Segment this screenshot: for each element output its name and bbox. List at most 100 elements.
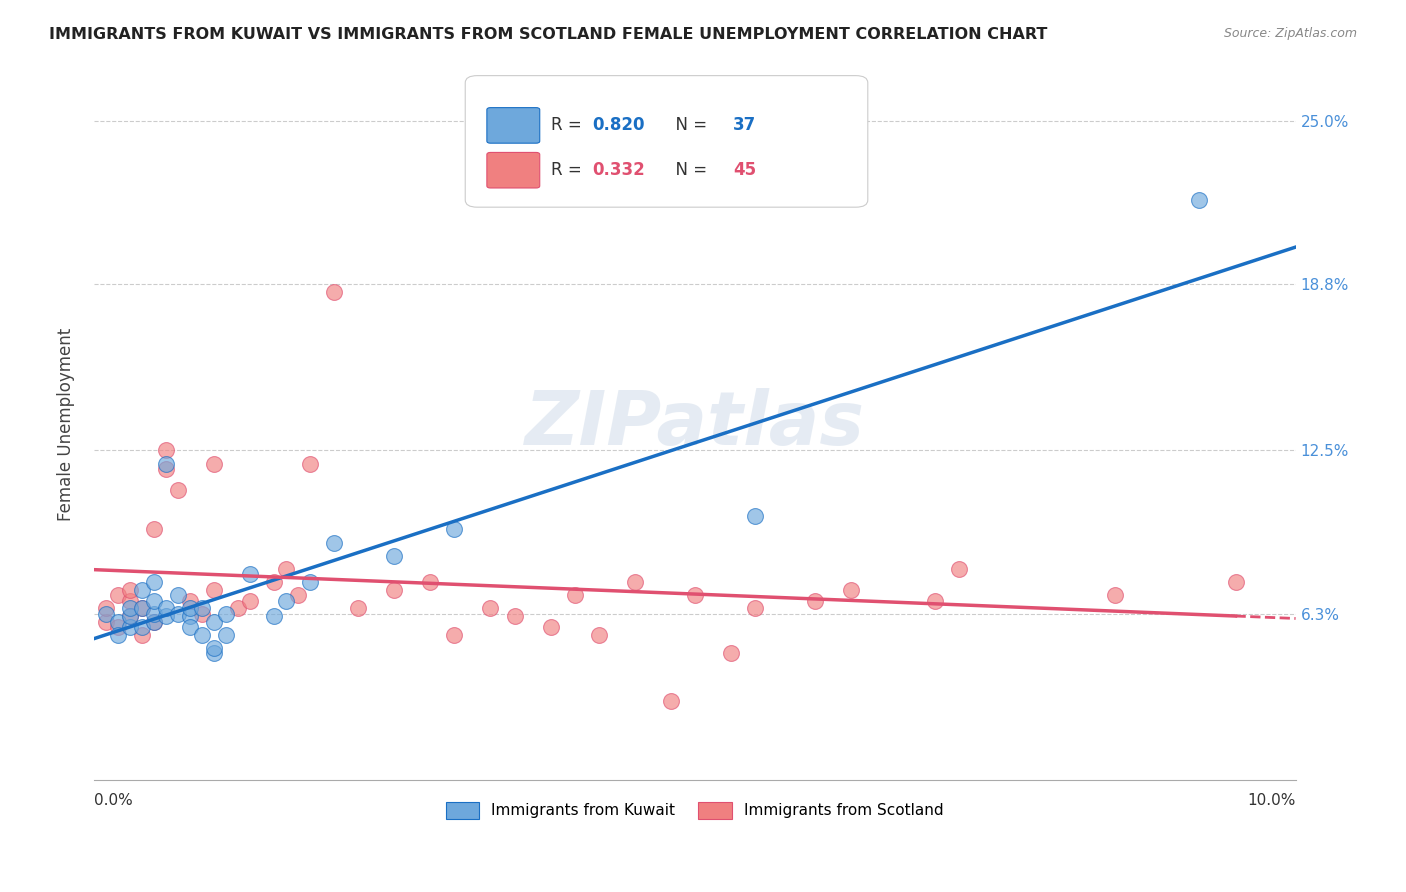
Point <box>155 601 177 615</box>
Point <box>202 646 225 660</box>
Text: R =: R = <box>551 117 586 135</box>
Point <box>118 620 141 634</box>
Text: 0.332: 0.332 <box>592 161 645 179</box>
Point <box>179 593 201 607</box>
Point <box>202 582 225 597</box>
Point <box>143 607 166 621</box>
Point <box>118 609 141 624</box>
Point <box>239 593 262 607</box>
Point <box>215 607 238 621</box>
Point <box>443 628 465 642</box>
Point <box>131 601 153 615</box>
Point <box>155 462 177 476</box>
FancyBboxPatch shape <box>465 76 868 207</box>
Text: ZIPatlas: ZIPatlas <box>524 387 865 460</box>
Point <box>131 601 153 615</box>
Point <box>202 615 225 629</box>
Point <box>382 549 405 563</box>
Point <box>118 601 141 615</box>
Point <box>107 620 129 634</box>
Point <box>107 588 129 602</box>
Point <box>347 601 370 615</box>
Point <box>948 562 970 576</box>
Point <box>804 593 827 607</box>
Point <box>419 575 441 590</box>
Point <box>215 628 238 642</box>
Point <box>287 588 309 602</box>
Point <box>155 457 177 471</box>
Text: Source: ZipAtlas.com: Source: ZipAtlas.com <box>1223 27 1357 40</box>
Point <box>94 601 117 615</box>
Text: R =: R = <box>551 161 586 179</box>
Point <box>191 607 214 621</box>
Text: N =: N = <box>665 161 711 179</box>
Point <box>720 646 742 660</box>
Point <box>94 607 117 621</box>
Point <box>263 575 285 590</box>
Point <box>276 562 298 576</box>
Point <box>107 628 129 642</box>
Point <box>239 567 262 582</box>
Point <box>744 509 766 524</box>
Legend: Immigrants from Kuwait, Immigrants from Scotland: Immigrants from Kuwait, Immigrants from … <box>440 796 950 825</box>
Y-axis label: Female Unemployment: Female Unemployment <box>58 327 75 521</box>
Point <box>155 443 177 458</box>
Point <box>191 601 214 615</box>
Point <box>659 693 682 707</box>
Point <box>167 588 190 602</box>
Point <box>107 615 129 629</box>
Text: N =: N = <box>665 117 711 135</box>
Point <box>131 620 153 634</box>
FancyBboxPatch shape <box>486 153 540 188</box>
Point <box>263 609 285 624</box>
Point <box>623 575 645 590</box>
Point <box>1104 588 1126 602</box>
Point <box>839 582 862 597</box>
Text: 10.0%: 10.0% <box>1247 793 1295 807</box>
Text: IMMIGRANTS FROM KUWAIT VS IMMIGRANTS FROM SCOTLAND FEMALE UNEMPLOYMENT CORRELATI: IMMIGRANTS FROM KUWAIT VS IMMIGRANTS FRO… <box>49 27 1047 42</box>
Point <box>131 628 153 642</box>
Point <box>564 588 586 602</box>
Point <box>323 285 346 300</box>
Point <box>118 582 141 597</box>
Point <box>503 609 526 624</box>
Point <box>118 609 141 624</box>
Point <box>143 523 166 537</box>
Point <box>118 593 141 607</box>
Point <box>443 523 465 537</box>
Point <box>143 615 166 629</box>
Point <box>179 601 201 615</box>
Point <box>299 575 322 590</box>
Point <box>1225 575 1247 590</box>
Point <box>94 615 117 629</box>
Point <box>323 535 346 549</box>
Point <box>155 609 177 624</box>
Point <box>540 620 562 634</box>
Point <box>143 575 166 590</box>
Text: 45: 45 <box>733 161 756 179</box>
Point <box>299 457 322 471</box>
Text: 0.820: 0.820 <box>592 117 645 135</box>
Point <box>191 628 214 642</box>
Point <box>226 601 249 615</box>
Point <box>382 582 405 597</box>
Text: 0.0%: 0.0% <box>94 793 132 807</box>
Point <box>744 601 766 615</box>
Point <box>167 483 190 497</box>
Point <box>924 593 946 607</box>
Text: 37: 37 <box>733 117 756 135</box>
Point <box>143 615 166 629</box>
Point <box>179 609 201 624</box>
Point <box>1188 193 1211 207</box>
Point <box>202 640 225 655</box>
Point <box>479 601 502 615</box>
Point <box>683 588 706 602</box>
Point <box>276 593 298 607</box>
Point <box>588 628 610 642</box>
Point <box>202 457 225 471</box>
Point <box>131 582 153 597</box>
Point <box>143 593 166 607</box>
Point <box>167 607 190 621</box>
FancyBboxPatch shape <box>486 108 540 144</box>
Point <box>179 620 201 634</box>
